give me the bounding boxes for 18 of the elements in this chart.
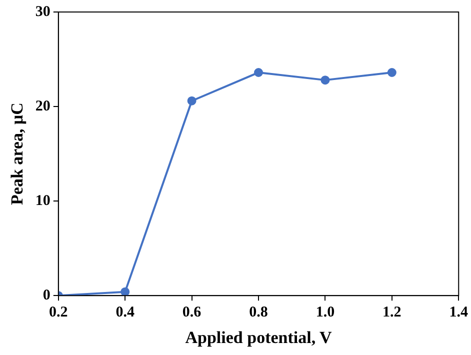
y-tick-label: 0 [42, 287, 50, 304]
x-tick-label: 0.2 [49, 304, 68, 320]
x-tick-label: 1.0 [316, 304, 335, 320]
y-axis-title: Peak area, μC [8, 102, 27, 205]
point [120, 287, 130, 296]
point [254, 68, 264, 77]
y-tick-label: 30 [35, 4, 50, 20]
point [187, 96, 196, 106]
x-tick-label: 0.8 [249, 304, 268, 320]
x-tick-label: 0.4 [116, 304, 135, 320]
point [387, 68, 396, 77]
x-axis-title: Applied potential, V [185, 328, 333, 348]
x-tick-label: 1.2 [382, 304, 402, 320]
y-tick-label: 20 [35, 98, 50, 114]
point [320, 76, 330, 85]
x-tick-label: 0.6 [182, 304, 202, 320]
x-tick-label: 1.4 [449, 304, 468, 320]
y-tick-label: 10 [35, 192, 50, 209]
